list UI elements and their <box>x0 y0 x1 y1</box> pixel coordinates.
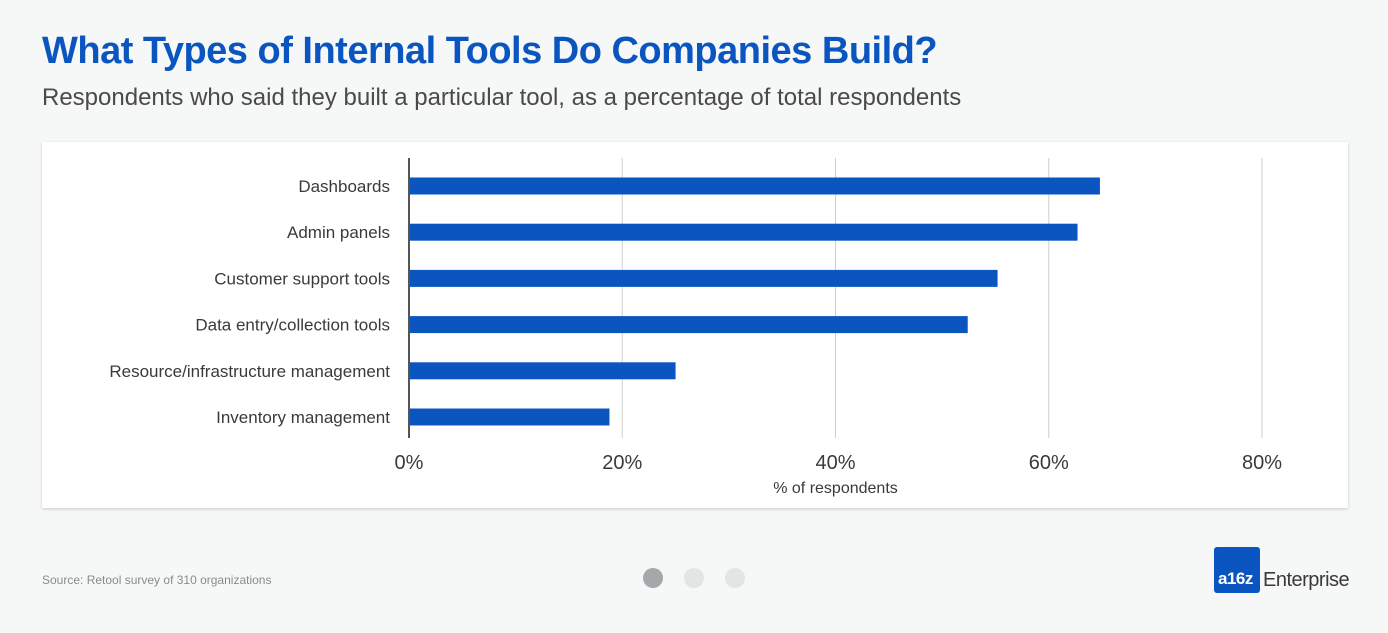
grid-layer <box>621 158 1263 438</box>
brand-mark: a16z <box>1218 569 1253 588</box>
x-tick-label-60: 60% <box>1029 452 1069 474</box>
chart-title: What Types of Internal Tools Do Companie… <box>42 30 938 72</box>
category-label-5: Inventory management <box>216 408 390 427</box>
category-label-2: Customer support tools <box>214 269 390 288</box>
x-tick-label-80: 80% <box>1242 452 1282 474</box>
bar-2 <box>410 269 998 287</box>
brand-logo-box: a16z <box>1214 547 1260 593</box>
category-label-4: Resource/infrastructure management <box>109 362 390 381</box>
chart-subtitle: Respondents who said they built a partic… <box>42 84 962 111</box>
label-layer: 0% 20% 40% 60% 80% Dashboards Admin panels Cust… <box>109 177 1282 474</box>
category-label-0: Dashboards <box>298 177 390 196</box>
pager-dot-2[interactable] <box>684 568 704 588</box>
source-note: Source: Retool survey of 310 organizatio… <box>42 573 272 587</box>
bar-1 <box>410 223 1078 241</box>
x-axis-title: % of respondents <box>773 480 898 497</box>
x-tick-label-20: 20% <box>602 452 642 474</box>
bar-0 <box>410 177 1100 195</box>
brand-name: Enterprise <box>1263 569 1350 591</box>
chart-card: 0% 20% 40% 60% 80% Dashboards Admin panels Cust… <box>42 142 1348 508</box>
bar-layer <box>410 177 1100 426</box>
bar-chart: 0% 20% 40% 60% 80% Dashboards Admin panels Cust… <box>109 158 1282 497</box>
category-label-1: Admin panels <box>287 223 390 242</box>
pager-dot-1[interactable] <box>643 568 663 588</box>
pager-dot-3[interactable] <box>725 568 745 588</box>
x-tick-label-40: 40% <box>815 452 855 474</box>
bar-5 <box>410 408 610 426</box>
bar-4 <box>410 362 676 380</box>
bar-3 <box>410 316 968 334</box>
x-tick-label-0: 0% <box>395 452 424 474</box>
category-label-3: Data entry/collection tools <box>195 316 390 335</box>
